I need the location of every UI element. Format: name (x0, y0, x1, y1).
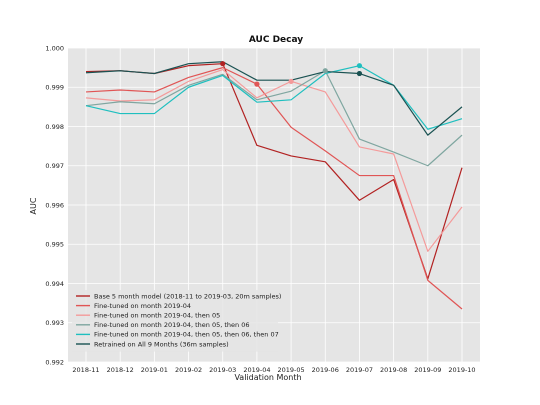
y-tick-label: 0.995 (45, 241, 64, 249)
series-marker (356, 70, 363, 77)
chart-title: AUC Decay (249, 35, 303, 45)
series-markers (220, 61, 363, 87)
y-tick-label: 1.000 (45, 44, 64, 52)
legend-label: Retrained on All 9 Months (36m samples) (94, 340, 229, 348)
y-tick-label: 0.999 (45, 84, 64, 92)
series-lines (85, 61, 463, 310)
y-tick-label: 0.993 (45, 319, 64, 327)
series-marker (356, 63, 363, 69)
legend: Base 5 month model (2018-11 to 2019-03, … (72, 290, 281, 352)
legend-label: Fine-tuned on month 2019-04, then 05, th… (94, 321, 250, 329)
legend-label: Fine-tuned on month 2019-04 (94, 302, 191, 310)
x-tick-label: 2019-09 (414, 366, 441, 374)
x-tick-label: 2018-12 (107, 366, 134, 374)
x-tick-label: 2018-11 (72, 366, 99, 374)
series-line (85, 67, 463, 310)
x-tick-label: 2019-10 (448, 366, 475, 374)
y-tick-labels: 0.992 0.993 0.994 0.995 0.996 0.997 0.998 0.999… (45, 44, 64, 366)
x-tick-labels: 2018-11 2018-12 2019-01 2019-02 2019-03 2019-… (72, 366, 475, 374)
legend-label: Fine-tuned on month 2019-04, then 05 (94, 312, 220, 320)
y-tick-label: 0.996 (45, 201, 64, 209)
series-marker (254, 81, 260, 87)
series-line (85, 61, 463, 136)
y-axis-label: AUC (29, 197, 38, 214)
y-tick-label: 0.998 (45, 123, 64, 131)
legend-box (72, 290, 278, 352)
legend-label: Base 5 month model (2018-11 to 2019-03, … (94, 292, 281, 300)
y-tick-label: 0.994 (45, 280, 64, 288)
x-tick-label: 2019-04 (243, 366, 270, 374)
legend-label: Fine-tuned on month 2019-04, then 05, th… (94, 331, 279, 339)
x-tick-label: 2019-06 (312, 366, 339, 374)
x-tick-label: 2019-03 (209, 366, 236, 374)
series-line (85, 68, 463, 252)
x-axis-label: Validation Month (234, 373, 301, 382)
series-marker (322, 68, 328, 74)
x-tick-label: 2019-01 (141, 366, 168, 374)
series-marker (288, 78, 294, 84)
series-line (85, 70, 463, 167)
x-tick-label: 2019-02 (175, 366, 202, 374)
x-tick-label: 2019-05 (278, 366, 305, 374)
y-tick-label: 0.997 (45, 162, 64, 170)
x-tick-label: 2019-08 (380, 366, 407, 374)
x-tick-label: 2019-07 (346, 366, 373, 374)
series-marker (220, 61, 226, 67)
y-tick-label: 0.992 (45, 358, 64, 366)
